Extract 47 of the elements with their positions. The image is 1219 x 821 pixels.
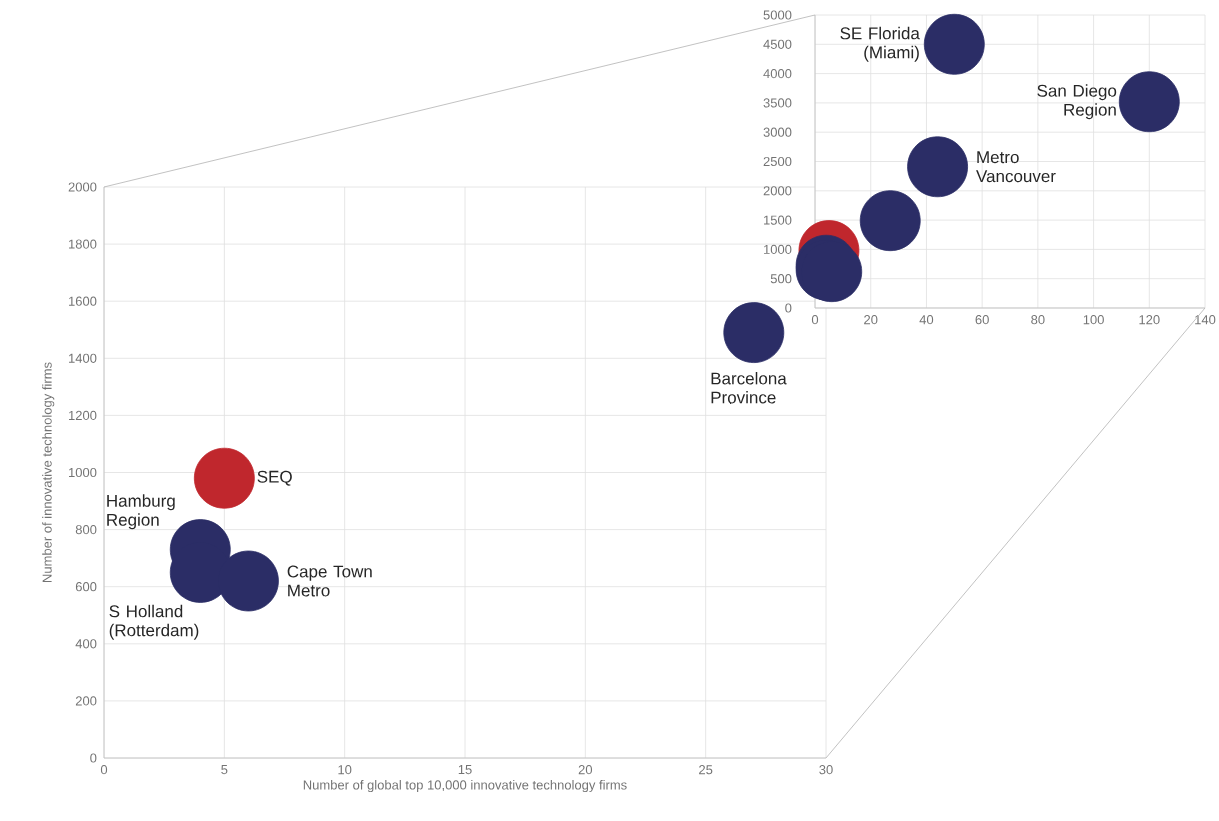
annotation: Hamburg Region	[107, 494, 175, 530]
annotation: SE Florida (Miami)	[840, 26, 920, 62]
y-axis-title: Number of innovative technology firms	[42, 362, 55, 582]
y-tick-label: 1600	[69, 296, 97, 306]
y-tick-label: 3500	[763, 98, 792, 108]
y-tick-label: 1000	[764, 244, 792, 254]
x-tick-label: 25	[699, 765, 713, 775]
y-tick-label: 5000	[763, 10, 792, 20]
y-tick-label: 1800	[69, 239, 97, 249]
y-tick-label: 2500	[763, 156, 792, 167]
y-tick-label: 600	[75, 582, 97, 592]
x-axis-title: Number of global top 10,000 innovative technology firms	[303, 780, 627, 793]
annotation: Metro Vancouver	[976, 151, 1056, 183]
annotation: SEQ	[257, 470, 292, 486]
annotation: Barcelona Province	[711, 372, 787, 404]
y-tick-label: 200	[75, 696, 97, 706]
x-tick-label: 0	[100, 765, 108, 775]
y-tick-label: 800	[75, 525, 97, 535]
x-tick-label: 5	[221, 765, 228, 775]
y-tick-label: 1200	[69, 410, 97, 420]
annotation: S Holland (Rotterdam)	[109, 604, 199, 640]
y-tick-label: 4000	[763, 69, 792, 79]
x-tick-label: 30	[819, 765, 833, 775]
x-tick-label: 120	[1139, 315, 1160, 325]
y-tick-label: 2000	[763, 186, 792, 196]
annotation: San Diego Region	[1037, 84, 1117, 120]
y-tick-label: 0	[785, 303, 792, 313]
annotation: Cape Town Metro	[287, 565, 372, 597]
x-tick-label: 40	[919, 315, 934, 325]
x-tick-label: 140	[1195, 315, 1216, 325]
y-tick-label: 500	[770, 274, 792, 284]
y-tick-label: 3000	[763, 127, 792, 137]
x-tick-label: 15	[458, 765, 472, 775]
y-tick-label: 400	[75, 639, 97, 649]
y-tick-label: 1400	[69, 353, 97, 363]
x-tick-label: 20	[864, 315, 878, 325]
x-tick-label: 20	[578, 765, 593, 775]
x-tick-label: 100	[1083, 315, 1104, 325]
y-tick-label: 1500	[764, 215, 792, 225]
x-tick-label: 10	[338, 765, 352, 775]
y-tick-label: 2000	[68, 182, 97, 192]
x-tick-label: 80	[1031, 315, 1045, 325]
y-tick-label: 0	[90, 753, 97, 763]
y-tick-label: 4500	[763, 39, 792, 49]
x-tick-label: 60	[975, 315, 989, 325]
x-tick-label: 0	[811, 315, 819, 325]
y-tick-label: 1000	[69, 467, 97, 478]
